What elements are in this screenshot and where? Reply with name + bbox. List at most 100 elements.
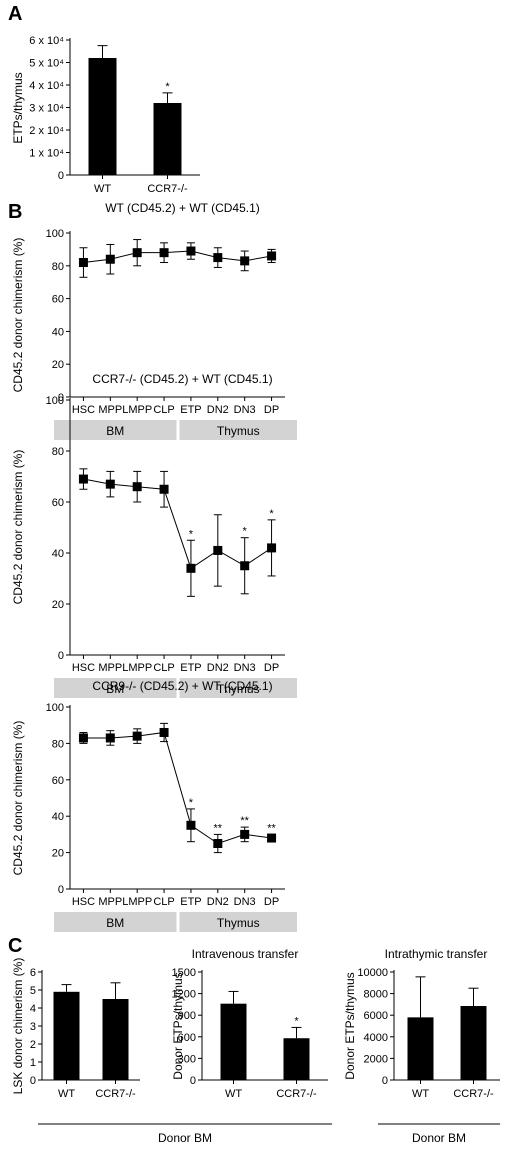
bar	[407, 1017, 434, 1080]
chart_data.0-y-axis-label: ETPs/thymus	[11, 72, 25, 143]
significance-marker: *	[294, 1015, 299, 1027]
series-line	[83, 478, 272, 570]
chart_data.4-ytick-label: 4	[30, 1003, 36, 1015]
category-label: LMPP	[122, 404, 152, 416]
chart_data.5-ytick-label: 900	[178, 1010, 196, 1022]
chart_data.5-y-axis-label: Donor ETPs/thymus	[171, 972, 185, 1079]
chart_data.4-y-axis-label: LSK donor chimerism (%)	[11, 958, 25, 1095]
data-point	[105, 479, 115, 489]
chart_data.6-ytick-label: 0	[382, 1075, 388, 1087]
chart_data.1-ytick-label: 60	[52, 294, 64, 306]
category-label: WT	[225, 1088, 242, 1100]
category-label: DP	[264, 662, 279, 674]
category-label: MPP	[98, 404, 122, 416]
category-label: CCR7-/-	[95, 1088, 136, 1100]
data-point	[78, 733, 88, 743]
bar	[53, 991, 80, 1080]
chart-a-etps: 0 1 x 10⁴ 2 x 10⁴ 3 x 10⁴ 4 x 10⁴ 5 x 10⁴ 6 x …	[11, 35, 200, 195]
chart_data.5-ytick-label: 300	[178, 1053, 196, 1065]
category-label: CLP	[153, 662, 174, 674]
chart_data.6-y-axis-label: Donor ETPs/thymus	[343, 972, 357, 1079]
group-box	[179, 420, 297, 440]
chart-b-ccr7-wt: 0 20 40 60 80 100 CD45.2 donor chimerism (%) CC…	[11, 372, 297, 698]
data-point	[213, 545, 223, 555]
chart_data.2-ytick-label: 100	[46, 395, 64, 407]
data-point	[159, 484, 169, 494]
category-label: CLP	[153, 404, 174, 416]
chart_data.3-ytick-label: 100	[46, 702, 64, 714]
chart_data.6-ytick-label: 6000	[364, 1010, 388, 1022]
chart_data.4-ytick-label: 6	[30, 967, 36, 979]
significance-marker: *	[243, 526, 248, 538]
panel-label-b: B	[8, 201, 22, 223]
bar	[102, 999, 129, 1080]
category-label: LMPP	[122, 896, 152, 908]
chart_data.3-ytick-label: 0	[58, 884, 64, 896]
category-label: HSC	[72, 896, 95, 908]
panel-label-c: C	[8, 935, 22, 957]
chart_data.6-ytick-label: 8000	[364, 989, 388, 1001]
chart_data.1-ytick-label: 100	[46, 228, 64, 240]
it-transfer-title: Intrathymic transfer	[385, 947, 488, 961]
data-point	[213, 253, 223, 263]
chart_data.2-ytick-label: 60	[52, 497, 64, 509]
data-point	[78, 258, 88, 268]
group-box	[179, 912, 297, 932]
data-point	[159, 727, 169, 737]
category-label: CCR7-/-	[453, 1088, 494, 1100]
category-label: DP	[264, 896, 279, 908]
data-point	[105, 733, 115, 743]
chart_data.2-ytick-label: 20	[52, 599, 64, 611]
donor-bm-label-iv: Donor BM	[158, 1131, 212, 1145]
iv-transfer-title: Intravenous transfer	[192, 947, 299, 961]
group-box	[179, 678, 297, 698]
data-point	[186, 563, 196, 573]
chart_data.1-ytick-label: 40	[52, 326, 64, 338]
panel-label-a: A	[8, 3, 22, 25]
category-label: WT	[412, 1088, 429, 1100]
chart_data.0-ytick-label: 0	[58, 170, 64, 182]
chart_data.1-ytick-label: 0	[58, 392, 64, 404]
chart_data.4-ytick-label: 1	[30, 1057, 36, 1069]
category-label: DN3	[234, 404, 256, 416]
category-label: HSC	[72, 662, 95, 674]
group-box	[54, 678, 177, 698]
category-label: CLP	[153, 896, 174, 908]
significance-marker: **	[214, 822, 223, 834]
chart_data.1-ytick-label: 80	[52, 261, 64, 273]
chart_data.0-ytick-label: 4 x 10⁴	[29, 80, 64, 92]
category-label: DN2	[207, 404, 229, 416]
significance-marker: *	[189, 797, 194, 809]
data-point	[240, 561, 250, 571]
data-point	[267, 251, 277, 261]
category-label: LMPP	[122, 662, 152, 674]
donor-bm-label-it: Donor BM	[412, 1131, 466, 1145]
chart-title: WT (CD45.2) + WT (CD45.1)	[105, 201, 260, 215]
chart_data.2-ytick-label: 40	[52, 548, 64, 560]
data-point	[159, 248, 169, 258]
category-label: WT	[58, 1088, 75, 1100]
chart_data.3-ytick-label: 20	[52, 848, 64, 860]
chart_data.1-ytick-label: 20	[52, 359, 64, 371]
chart_data.3-ytick-label: 60	[52, 775, 64, 787]
chart-title: CCR9-/- (CD45.2) + WT (CD45.1)	[92, 679, 272, 693]
category-label: CCR7-/-	[147, 183, 188, 195]
group-label: Thymus	[217, 682, 260, 696]
chart_data.0-ytick-label: 5 x 10⁴	[29, 58, 64, 70]
category-label: ETP	[180, 662, 201, 674]
significance-marker: **	[267, 822, 276, 834]
group-label: Thymus	[217, 424, 260, 438]
chart-title: CCR7-/- (CD45.2) + WT (CD45.1)	[92, 372, 272, 386]
category-label: HSC	[72, 404, 95, 416]
group-label: BM	[106, 682, 124, 696]
chart_data.2-ytick-label: 80	[52, 446, 64, 458]
chart_data.6-ytick-label: 2000	[364, 1053, 388, 1065]
chart_data.4-ytick-label: 0	[30, 1075, 36, 1087]
chart_data.0-ytick-label: 6 x 10⁴	[29, 35, 64, 47]
chart_data.3-y-axis-label: CD45.2 donor chimerism (%)	[11, 721, 25, 876]
category-label: DN2	[207, 662, 229, 674]
group-box	[54, 420, 177, 440]
data-point	[78, 474, 88, 484]
chart_data.3-ytick-label: 40	[52, 811, 64, 823]
